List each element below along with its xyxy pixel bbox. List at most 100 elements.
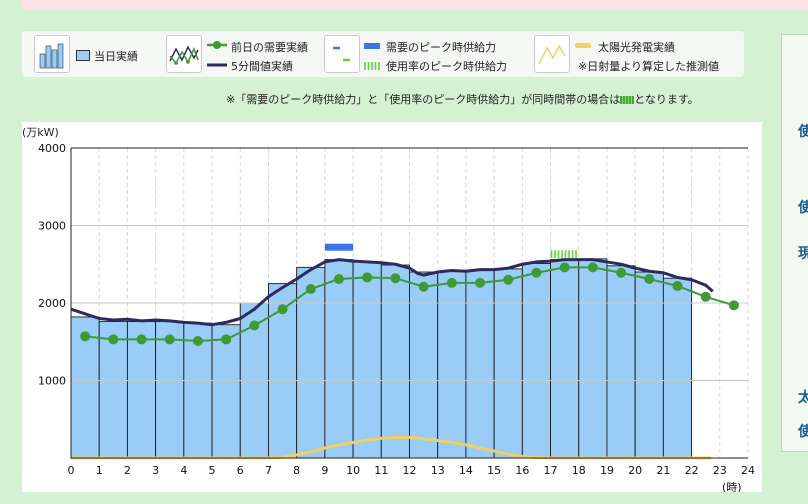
side-label-5: 使 xyxy=(798,424,808,440)
solar-chart-icon xyxy=(534,35,570,73)
x-tick-label: 22 xyxy=(685,464,699,477)
five-min-swatch xyxy=(207,63,227,67)
legend-prev-day-label: 前日の需要実績 xyxy=(231,41,308,54)
actual-bar xyxy=(493,268,523,459)
prev-day-point xyxy=(164,334,175,345)
actual-bar xyxy=(550,259,580,459)
actual-bar xyxy=(521,263,551,459)
x-tick-label: 1 xyxy=(96,464,103,477)
side-summary-panel: 使 使 現 太 使 xyxy=(781,34,808,452)
series-lines xyxy=(70,243,739,460)
note-text-before: ※「需要のピーク時供給力」と「使用率のピーク時供給力」が同時間帯の場合は xyxy=(226,93,621,106)
actual-swatch xyxy=(76,50,90,61)
actual-bar xyxy=(409,271,439,459)
chart-panel: (万kW) (時) 1000 2000 3000 4000 0 1 2 3 4 5 6 7 8 9 10 11… xyxy=(22,122,762,494)
x-tick-label: 15 xyxy=(487,464,501,477)
x-tick-label: 14 xyxy=(459,464,473,477)
x-tick-label: 16 xyxy=(515,464,529,477)
solar-swatch xyxy=(575,43,591,48)
prev-day-swatch xyxy=(207,41,227,49)
prev-day-point xyxy=(418,281,429,292)
x-tick-label: 3 xyxy=(152,464,159,477)
x-tick-label: 8 xyxy=(293,464,300,477)
x-tick-label: 4 xyxy=(180,464,187,477)
chart-legend: 当日実績 前日の需要実績 5分間値実績 需要のピーク時供給力 使用率のピーク時供… xyxy=(22,31,744,77)
x-tick-label: 18 xyxy=(572,464,586,477)
prev-day-point xyxy=(700,291,711,302)
bar-chart-icon xyxy=(34,35,70,73)
prev-day-point xyxy=(305,284,316,295)
y-tick-label: 3000 xyxy=(38,220,66,233)
x-tick-label: 11 xyxy=(374,464,388,477)
horizontal-grid-lines xyxy=(71,147,748,381)
prev-day-point xyxy=(587,262,598,273)
x-tick-label: 2 xyxy=(124,464,131,477)
prev-day-point xyxy=(559,262,570,273)
x-tick-label: 20 xyxy=(628,464,642,477)
prev-day-point xyxy=(390,273,401,284)
prev-day-point xyxy=(221,334,232,345)
prev-day-point xyxy=(503,274,514,285)
peak-overlap-note: ※「需要のピーク時供給力」と「使用率のピーク時供給力」が同時間帯の場合は となりま… xyxy=(226,91,699,107)
peak-demand-swatch xyxy=(364,43,380,49)
legend-solar-note: ※日射量より算定した推測値 xyxy=(578,60,719,73)
x-tick-label: 5 xyxy=(209,464,216,477)
side-label-2: 使 xyxy=(798,200,808,216)
prev-day-point xyxy=(475,277,486,288)
solar-line xyxy=(71,435,712,460)
line-chart-icon xyxy=(166,35,202,73)
actual-bar xyxy=(324,259,354,459)
x-unit-label: (時) xyxy=(722,481,742,492)
prev-day-point xyxy=(108,334,119,345)
actual-bars xyxy=(70,258,693,459)
actual-bar xyxy=(465,269,495,459)
x-tick-label: 17 xyxy=(544,464,558,477)
y-unit-label: (万kW) xyxy=(22,126,59,139)
legend-actual-label: 当日実績 xyxy=(94,50,138,63)
actual-bar xyxy=(578,258,608,459)
prev-day-point xyxy=(672,280,683,291)
top-banner-strip xyxy=(22,0,808,10)
side-label-4: 太 xyxy=(798,390,808,406)
prev-day-point xyxy=(531,267,542,278)
x-tick-label: 24 xyxy=(741,464,755,477)
x-tick-label: 23 xyxy=(713,464,727,477)
actual-bar xyxy=(606,265,636,459)
legend-solar-label: 太陽光発電実績 xyxy=(598,41,675,54)
actual-bar xyxy=(352,261,382,459)
actual-bar xyxy=(211,324,241,459)
prev-day-point xyxy=(136,334,147,345)
x-tick-label: 13 xyxy=(431,464,445,477)
legend-peak-usage-label: 使用率のピーク時供給力 xyxy=(386,60,507,73)
prev-day-point xyxy=(249,320,260,331)
side-label-3: 現 xyxy=(798,246,808,262)
x-tick-label: 21 xyxy=(656,464,670,477)
five-min-line xyxy=(70,258,714,327)
prev-day-point xyxy=(192,335,203,346)
prev-day-point xyxy=(362,272,373,283)
actual-bar xyxy=(634,271,664,459)
x-tick-label: 7 xyxy=(265,464,272,477)
x-tick-label: 6 xyxy=(237,464,244,477)
side-label-1: 使 xyxy=(798,124,808,140)
y-tick-label: 1000 xyxy=(38,375,66,388)
prev-day-point xyxy=(446,277,457,288)
x-tick-label: 0 xyxy=(68,464,75,477)
x-tick-label: 9 xyxy=(321,464,328,477)
x-tick-label: 19 xyxy=(600,464,614,477)
actual-bar xyxy=(296,266,326,459)
combined-peak-swatch xyxy=(620,96,635,104)
y-tick-label: 2000 xyxy=(38,297,66,310)
peak-usage-swatch xyxy=(364,62,380,70)
axes xyxy=(70,148,748,459)
prev-day-point xyxy=(333,273,344,284)
prev-day-point xyxy=(644,273,655,284)
prev-day-point xyxy=(80,331,91,342)
prev-day-point xyxy=(616,267,627,278)
prev-day-point xyxy=(728,300,739,311)
prev-day-point xyxy=(277,304,288,315)
y-tick-label: 4000 xyxy=(38,142,66,155)
peak-marker-icon xyxy=(324,35,360,73)
